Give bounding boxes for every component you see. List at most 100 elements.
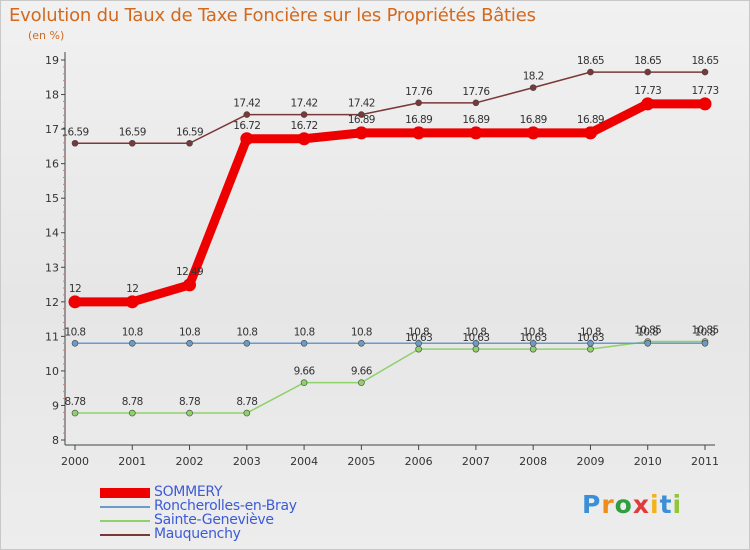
data-point-sainte-genevieve-2003 [243,409,251,417]
data-point-mauquenchy-2004 [300,111,308,118]
data-label-roncherolles-en-bray-2003: 10.8 [236,326,257,338]
data-label-sainte-genevieve-2009: 10.63 [577,332,604,344]
data-point-mauquenchy-2011 [701,68,709,76]
data-point-mauquenchy-2000 [71,139,79,147]
data-label-sommery-2010: 17.73 [634,85,661,97]
legend-label-sommery: SOMMERY [154,484,223,500]
data-point-sommery-2005 [354,126,368,140]
data-label-sommery-2000: 12 [69,283,81,295]
data-label-sainte-genevieve-2006: 10.63 [405,332,432,344]
data-label-sainte-genevieve-2010: 10.85 [634,325,661,337]
data-label-sommery-2009: 16.89 [577,114,604,126]
data-label-sainte-genevieve-2008: 10.63 [520,332,547,344]
legend-label-sainte-genevieve: Sainte-Geneviève [154,512,274,528]
x-tick-label-2005: 2005 [347,455,375,468]
y-tick-label-16: 16 [45,158,59,171]
y-tick-label-8: 8 [52,434,59,447]
y-tick-label-15: 15 [45,192,59,205]
data-label-mauquenchy-2010: 18.65 [634,55,661,67]
logo-letter: r [601,490,615,519]
data-label-roncherolles-en-bray-2001: 10.8 [122,326,143,338]
series-line-sommery [70,99,710,307]
legend-swatch-mauquenchy [100,534,150,536]
data-label-mauquenchy-2009: 18.65 [577,55,604,67]
data-label-mauquenchy-2006: 17.76 [405,86,433,98]
data-point-roncherolles-en-bray-2000 [71,339,79,347]
data-label-roncherolles-en-bray-2010: 10.8 [637,326,658,338]
data-point-sommery-2008 [526,126,540,140]
logo-letter: t [659,490,673,519]
data-point-sainte-genevieve-2001 [128,409,136,417]
data-label-sommery-2005: 16.89 [348,114,375,126]
data-point-roncherolles-en-bray-2005 [358,339,365,347]
data-point-roncherolles-en-bray-2003 [243,339,251,347]
chart-unit-label: (en %) [28,29,65,42]
data-point-sommery-2004 [297,132,311,146]
y-tick-label-19: 19 [45,54,59,67]
data-label-mauquenchy-2000: 16.59 [61,126,88,138]
data-point-mauquenchy-2008 [529,84,537,91]
data-point-sommery-2003 [240,132,254,146]
data-point-sainte-genevieve-2006 [415,345,422,353]
x-tick-label-2007: 2007 [462,455,490,468]
data-label-sainte-genevieve-2001: 8.78 [122,396,143,408]
x-tick-label-2002: 2002 [176,455,204,468]
data-label-roncherolles-en-bray-2000: 10.8 [65,326,86,338]
data-label-mauquenchy-2003: 17.42 [233,98,260,110]
data-point-sommery-2010 [641,97,655,111]
legend-label-mauquenchy: Mauquenchy [154,526,241,542]
data-label-sommery-2006: 16.89 [405,114,432,126]
x-tick-label-2006: 2006 [405,455,433,468]
y-tick-label-18: 18 [45,89,59,102]
series-line-sainte-genevieve [74,340,706,414]
logo-letter: x [632,490,650,519]
data-point-sommery-2011 [698,97,712,111]
data-label-sommery-2008: 16.89 [520,114,547,126]
data-point-mauquenchy-2001 [128,139,136,147]
logo-letter: o [614,490,633,519]
data-point-sainte-genevieve-2004 [300,379,308,386]
y-tick-label-10: 10 [45,365,59,378]
data-point-sommery-2002 [183,278,197,292]
data-label-sainte-genevieve-2002: 8.78 [179,396,200,408]
data-point-sainte-genevieve-2009 [587,345,594,353]
data-point-mauquenchy-2009 [587,68,594,76]
data-label-mauquenchy-2007: 17.76 [462,86,490,98]
x-tick-label-2004: 2004 [290,455,318,468]
data-label-roncherolles-en-bray-2004: 10.8 [294,326,315,338]
data-point-sommery-2001 [125,295,139,309]
data-point-mauquenchy-2003 [243,111,251,118]
data-label-sainte-genevieve-2007: 10.63 [462,332,489,344]
data-point-sommery-2007 [469,126,483,140]
data-label-roncherolles-en-bray-2007: 10.8 [465,326,486,338]
data-point-roncherolles-en-bray-2004 [300,339,308,347]
data-label-sainte-genevieve-2005: 9.66 [351,366,373,378]
x-tick-label-2008: 2008 [519,455,547,468]
data-label-sommery-2001: 12 [126,283,138,295]
x-tick-label-2011: 2011 [691,455,719,468]
data-point-mauquenchy-2007 [472,99,480,107]
y-tick-label-17: 17 [45,123,59,136]
data-point-sommery-2000 [68,295,82,309]
legend-swatch-sommery [100,488,150,498]
data-point-roncherolles-en-bray-2001 [128,339,136,347]
data-label-sommery-2002: 12.49 [176,266,203,278]
data-label-roncherolles-en-bray-2006: 10.8 [408,326,429,338]
data-point-sainte-genevieve-2007 [472,345,480,353]
legend-swatch-sainte-genevieve [100,520,150,522]
legend-swatch-roncherolles [100,506,150,508]
data-point-sommery-2009 [583,126,597,140]
data-label-mauquenchy-2005: 17.42 [348,98,375,110]
data-label-roncherolles-en-bray-2011: 10.8 [695,326,716,338]
data-point-sainte-genevieve-2008 [529,345,537,353]
data-point-roncherolles-en-bray-2007 [472,339,480,347]
data-label-roncherolles-en-bray-2005: 10.8 [351,326,372,338]
data-point-roncherolles-en-bray-2002 [186,339,193,347]
logo-letter: i [650,490,660,519]
proxiti-logo: Proxiti [582,490,682,519]
x-tick-label-2000: 2000 [61,455,89,468]
data-label-roncherolles-en-bray-2009: 10.8 [580,326,601,338]
y-tick-label-13: 13 [45,261,59,274]
y-tick-label-14: 14 [45,227,59,240]
